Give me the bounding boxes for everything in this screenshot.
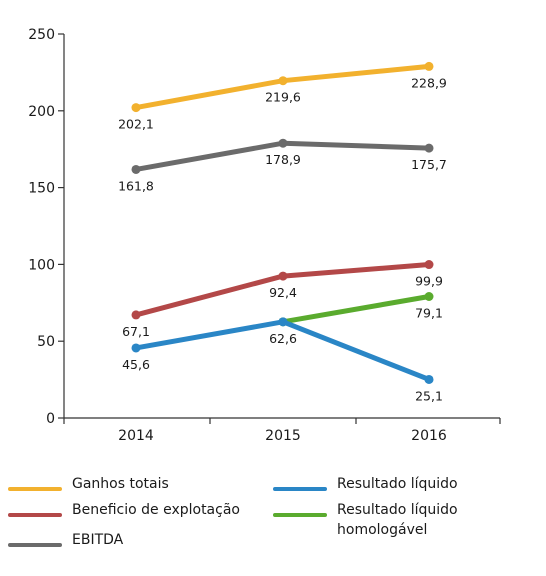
- data-label-beneficio-de-explotacao: 67,1: [122, 324, 150, 339]
- y-tick-label: 250: [28, 27, 55, 43]
- data-label-ebitda: 175,7: [411, 157, 447, 172]
- x-tick-label: 2014: [118, 428, 154, 444]
- legend-label: Resultado líquido homologável: [337, 502, 458, 538]
- y-tick-label: 50: [37, 334, 55, 350]
- legend-label: EBITDA: [72, 532, 124, 548]
- data-label-ebitda: 178,9: [265, 152, 301, 167]
- data-point-beneficio-de-explotacao: [131, 310, 141, 320]
- legend-swatch: [273, 513, 327, 517]
- data-label-beneficio-de-explotacao: 92,4: [269, 285, 297, 300]
- data-label-ganhos-totais: 228,9: [411, 75, 447, 90]
- legend-item-ebitda: EBITDA: [8, 530, 123, 550]
- chart-data-labels: 202,1 219,6 228,9 161,8 178,9 175,7 67,1 92,4 99…: [118, 75, 447, 403]
- data-point-beneficio-de-explotacao: [278, 271, 288, 281]
- legend-item-beneficio-de-explotacao: Beneficio de explotação: [8, 500, 240, 520]
- data-point-ebitda: [278, 138, 288, 148]
- data-point-beneficio-de-explotacao: [424, 260, 434, 270]
- chart-series: [131, 61, 434, 384]
- data-point-resultado-liquido-homologavel: [424, 292, 434, 302]
- y-tick-label: 0: [46, 411, 55, 427]
- data-label-resultado-liquido: 45,6: [122, 357, 150, 372]
- data-label-resultado-liquido: 25,1: [415, 388, 443, 403]
- y-tick-label: 150: [28, 181, 55, 197]
- data-point-resultado-liquido: [424, 374, 434, 384]
- data-point-resultado-liquido: [131, 343, 141, 353]
- legend-label: Ganhos totais: [72, 476, 169, 492]
- legend-swatch: [273, 487, 327, 491]
- legend-item-resultado-liquido: Resultado líquido: [273, 474, 458, 494]
- data-label-ebitda: 161,8: [118, 178, 154, 193]
- data-point-ganhos-totais: [131, 103, 141, 113]
- legend-label: Resultado líquido: [337, 476, 458, 492]
- data-label-beneficio-de-explotacao: 99,9: [415, 274, 443, 289]
- data-point-ebitda: [131, 164, 141, 174]
- legend-swatch: [8, 487, 62, 491]
- data-point-ganhos-totais: [424, 61, 434, 71]
- legend-item-resultado-liquido-homologavel: Resultado líquido homologável: [273, 500, 473, 540]
- y-tick-label: 200: [28, 104, 55, 120]
- legend-swatch: [8, 543, 62, 547]
- y-tick-label: 100: [28, 257, 55, 273]
- series-line-resultado-liquido-homologavel: [280, 294, 432, 325]
- legend-label: Beneficio de explotação: [72, 502, 240, 518]
- data-label-ganhos-totais: 202,1: [118, 117, 154, 132]
- data-label-resultado-liquido-homologavel: 79,1: [415, 306, 443, 321]
- data-point-ganhos-totais: [278, 76, 288, 86]
- data-point-resultado-liquido: [278, 317, 288, 327]
- data-label-resultado-liquido: 62,6: [269, 331, 297, 346]
- x-tick-label: 2015: [265, 428, 301, 444]
- chart-legend: Ganhos totais Beneficio de explotação EB…: [0, 470, 546, 570]
- legend-swatch: [8, 513, 62, 517]
- legend-item-ganhos-totais: Ganhos totais: [8, 474, 169, 494]
- data-label-ganhos-totais: 219,6: [265, 90, 301, 105]
- data-point-ebitda: [424, 143, 434, 153]
- x-tick-label: 2016: [411, 428, 447, 444]
- line-chart: 0 50 100 150 200 250 2014 2015 2016 202,1 219,6 22…: [28, 27, 501, 444]
- chart-axes: 0 50 100 150 200 250 2014 2015 2016: [28, 27, 501, 444]
